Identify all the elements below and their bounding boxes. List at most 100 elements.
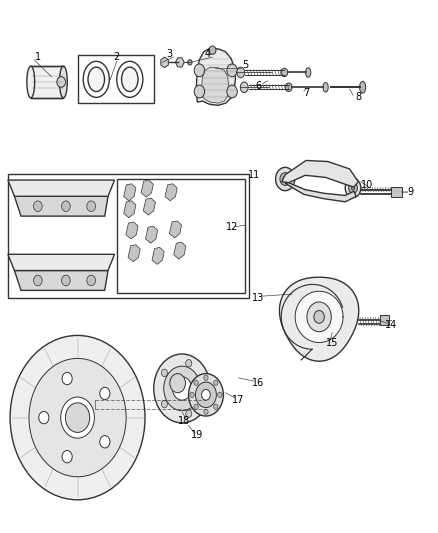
Circle shape [285,83,292,92]
Circle shape [195,382,216,408]
Polygon shape [152,247,164,264]
Polygon shape [14,271,108,290]
Circle shape [100,387,110,400]
Text: 13: 13 [252,293,264,303]
Polygon shape [295,291,343,343]
Ellipse shape [237,67,245,78]
Circle shape [161,400,167,408]
Circle shape [201,385,207,392]
Circle shape [194,85,205,98]
Circle shape [349,183,357,193]
Circle shape [201,390,210,400]
Text: 16: 16 [252,378,264,388]
Ellipse shape [60,66,67,98]
Polygon shape [8,180,115,196]
Circle shape [190,392,194,398]
Circle shape [188,374,223,416]
Text: 1: 1 [35,52,42,62]
Circle shape [100,435,110,448]
Circle shape [227,85,237,98]
Polygon shape [145,226,158,243]
Polygon shape [124,201,136,217]
Circle shape [87,275,95,286]
Circle shape [214,380,218,385]
Circle shape [227,64,237,77]
Circle shape [33,275,42,286]
Text: 14: 14 [385,320,397,330]
Polygon shape [8,254,115,271]
Circle shape [62,450,72,463]
Polygon shape [201,67,229,103]
Ellipse shape [360,82,366,93]
Circle shape [209,46,216,54]
Circle shape [170,374,185,393]
Ellipse shape [27,66,35,98]
Circle shape [194,404,198,409]
Text: 9: 9 [407,187,413,197]
Bar [31,66,64,98]
Circle shape [33,201,42,212]
Circle shape [307,302,331,332]
Bar [8,174,250,298]
Polygon shape [143,198,155,215]
Text: 19: 19 [191,430,203,440]
Polygon shape [141,180,153,197]
Circle shape [62,275,70,286]
Circle shape [39,411,49,424]
Circle shape [351,186,355,190]
Polygon shape [282,160,358,187]
Polygon shape [165,184,177,201]
Text: 4: 4 [205,50,211,59]
Polygon shape [128,245,140,262]
Bar [117,179,245,293]
Circle shape [280,173,290,185]
Circle shape [276,167,295,191]
Text: 2: 2 [113,52,120,62]
Polygon shape [174,242,186,259]
Circle shape [186,410,192,417]
Circle shape [87,201,95,212]
Polygon shape [14,196,108,216]
Text: 7: 7 [303,87,309,98]
Text: 8: 8 [355,92,361,102]
Ellipse shape [323,83,328,92]
Polygon shape [279,277,359,361]
Text: 12: 12 [226,222,238,232]
Bar [78,55,154,103]
Circle shape [62,201,70,212]
Text: 18: 18 [178,416,190,426]
Circle shape [187,60,192,65]
Circle shape [61,397,95,438]
Ellipse shape [88,67,105,92]
Text: 15: 15 [326,338,338,349]
Circle shape [65,403,90,432]
Circle shape [283,176,287,182]
Text: 5: 5 [242,60,248,70]
Circle shape [345,179,361,198]
Circle shape [161,369,167,377]
Ellipse shape [306,68,311,77]
Circle shape [204,375,208,381]
Bar [380,316,389,325]
Circle shape [281,68,288,77]
Circle shape [204,409,208,415]
Circle shape [173,377,191,400]
Polygon shape [196,48,236,106]
Circle shape [218,392,222,398]
Circle shape [164,366,200,411]
Ellipse shape [121,67,138,92]
Circle shape [10,335,145,500]
Circle shape [57,77,66,87]
Ellipse shape [240,82,248,93]
Polygon shape [126,222,138,239]
Text: 11: 11 [248,171,260,180]
Text: 3: 3 [166,50,172,59]
Polygon shape [124,184,136,201]
Bar [391,187,402,197]
Circle shape [194,380,198,385]
Circle shape [154,354,210,423]
Text: 10: 10 [361,180,373,190]
Circle shape [214,404,218,409]
Text: 17: 17 [233,395,245,405]
Polygon shape [170,221,182,238]
